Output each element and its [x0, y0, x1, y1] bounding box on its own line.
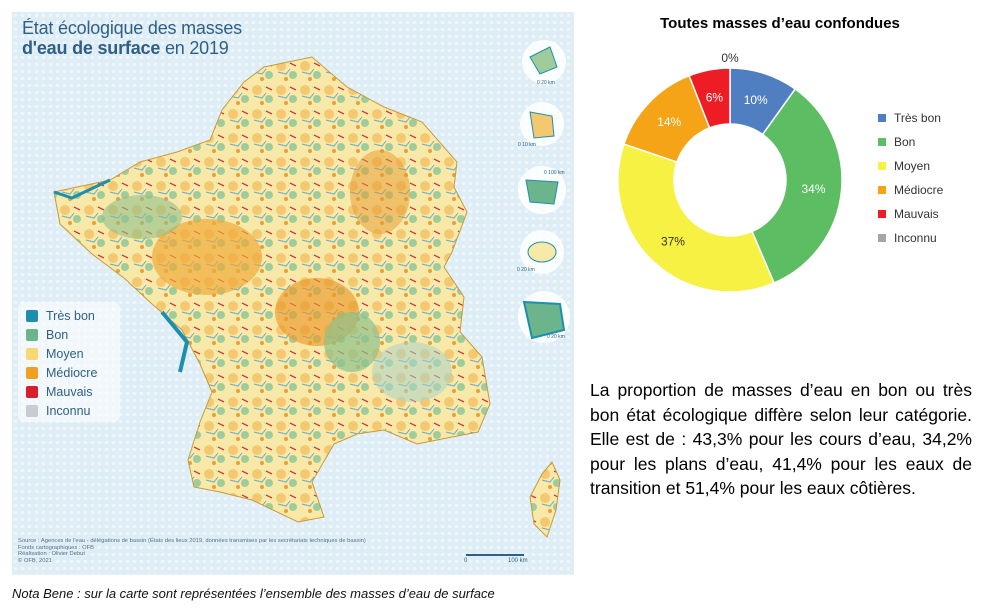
map-legend-swatch: [26, 405, 38, 417]
chart-legend-item: Inconnu: [878, 230, 937, 246]
map-legend-swatch: [26, 367, 38, 379]
map-legend-item: Bon: [26, 327, 68, 343]
donut-label: 6%: [706, 90, 724, 104]
chart-legend-label: Très bon: [894, 111, 941, 125]
chart-legend-label: Médiocre: [894, 183, 944, 197]
map-legend-label: Médiocre: [46, 366, 98, 380]
chart-legend-swatch: [878, 138, 886, 146]
inset-scale-label: 0 20 km: [547, 334, 565, 340]
map-title: État écologique des masses d'eau de surf…: [22, 18, 242, 58]
map-legend-item: Médiocre: [26, 365, 97, 381]
chart-legend-item: Très bon: [878, 110, 941, 126]
map-legend-swatch: [26, 310, 38, 322]
chart-legend-item: Moyen: [878, 158, 930, 174]
map-title-line1: État écologique des masses: [22, 18, 242, 38]
chart-legend-swatch: [878, 162, 886, 170]
map-legend: Très bon Bon Moyen Médiocre Mauvais Inco…: [18, 302, 120, 422]
donut-label: 34%: [801, 182, 825, 196]
donut-chart: 10% 34% 37% 14% 6% 0%: [617, 51, 843, 293]
map-credits: Source : Agences de l'eau - délégations …: [18, 538, 438, 564]
chart-legend-swatch: [878, 234, 886, 242]
inset-scale-label: 0 100 km: [544, 170, 565, 176]
chart-legend-label: Inconnu: [894, 231, 937, 245]
map-legend-item: Mauvais: [26, 384, 93, 400]
map-drawing: [12, 12, 574, 575]
map-legend-swatch: [26, 348, 38, 360]
chart-legend-swatch: [878, 210, 886, 218]
map-title-rest: en 2019: [160, 38, 229, 58]
map-legend-item: Très bon: [26, 308, 95, 324]
donut-slice-moyen: [617, 143, 776, 293]
chart-legend-item: Médiocre: [878, 182, 943, 198]
overseas-insets: [518, 40, 570, 343]
inset-scale-label: 0 20 km: [517, 267, 535, 273]
map-scale-bar: 0 100 km: [460, 550, 540, 570]
summary-paragraph: La proportion de masses d’eau en bon ou …: [590, 380, 972, 498]
corsica: [529, 461, 561, 538]
chart-legend-label: Mauvais: [894, 207, 939, 221]
nota-bene: Nota Bene : sur la carte sont représenté…: [12, 586, 495, 601]
scale-bar-label: 100 km: [508, 558, 528, 564]
scale-bar-line: [466, 554, 524, 556]
map-legend-label: Bon: [46, 328, 69, 342]
map-legend-item: Moyen: [26, 346, 84, 362]
map-credits-copyright: © OFB, 2021: [18, 557, 52, 564]
donut-label: 14%: [657, 115, 681, 129]
map-legend-swatch: [26, 329, 38, 341]
map-legend-label: Inconnu: [46, 404, 91, 418]
chart-legend-label: Bon: [894, 135, 916, 149]
water-status-map: État écologique des masses d'eau de surf…: [12, 12, 574, 575]
inset-scale-label: 0 10 km: [518, 142, 536, 148]
map-credits-source: Source : Agences de l'eau - délégations …: [18, 538, 366, 544]
map-legend-label: Mauvais: [46, 385, 93, 399]
chart-legend-swatch: [878, 186, 886, 194]
map-title-bold: d'eau de surface: [22, 38, 161, 58]
chart-title: Toutes masses d’eau confondues: [660, 15, 900, 32]
scale-bar-zero: 0: [464, 558, 468, 564]
map-legend-label: Moyen: [46, 347, 84, 361]
inset-scale-label: 0 20 km: [537, 80, 555, 86]
map-credits-basemap: Fonds cartographiques : OFB: [18, 544, 95, 551]
donut-slice-bon: [751, 87, 843, 284]
chart-legend-label: Moyen: [894, 159, 931, 173]
donut-label: 10%: [744, 93, 768, 107]
donut-label: 0%: [721, 51, 739, 65]
chart-legend-swatch: [878, 114, 886, 122]
chart-legend-item: Bon: [878, 134, 915, 150]
chart-legend-item: Mauvais: [878, 206, 939, 222]
donut-slice-mauvais: [688, 67, 731, 129]
map-credits-author: Réalisation : Olivier Debut: [18, 551, 86, 558]
map-legend-label: Très bon: [46, 309, 95, 323]
map-legend-item: Inconnu: [26, 403, 90, 419]
donut-label: 37%: [661, 235, 685, 249]
map-legend-swatch: [26, 386, 38, 398]
